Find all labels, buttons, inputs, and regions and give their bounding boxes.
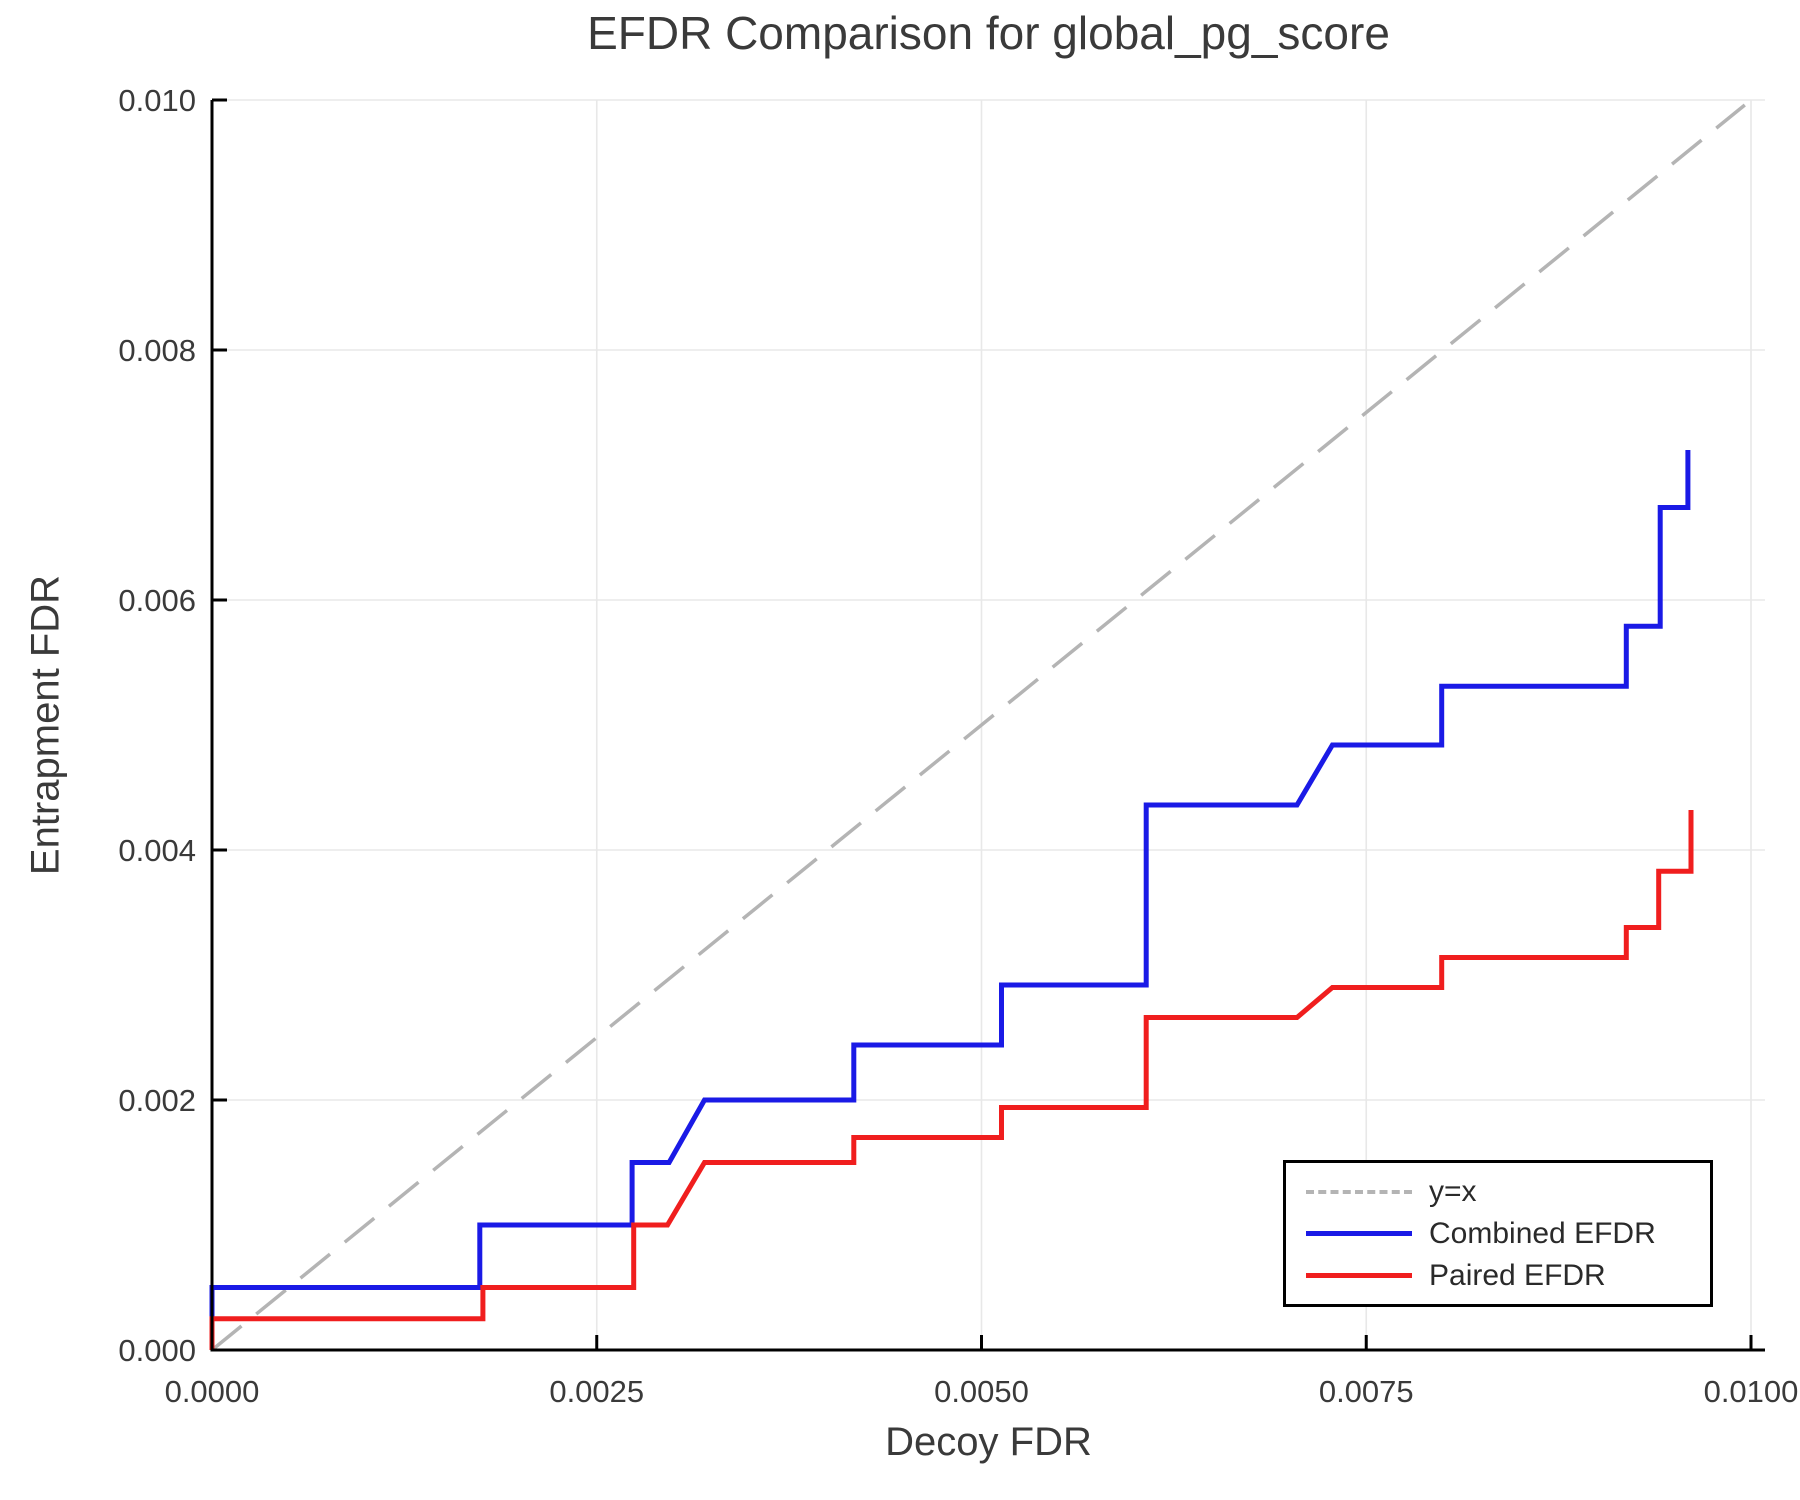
y-tick-label: 0.008 [118, 333, 196, 368]
x-tick-label: 0.0025 [549, 1374, 644, 1409]
legend-label: Paired EFDR [1429, 1258, 1606, 1292]
dashed-line-sample-icon [1306, 1189, 1412, 1194]
combined-efdr-line [209, 450, 1691, 1350]
blue-line-sample-icon [1306, 1231, 1412, 1236]
legend: y=x Combined EFDR Paired EFDR [1283, 1160, 1713, 1307]
diagonal-reference-line [210, 103, 1746, 1352]
x-axis-label: Decoy FDR [885, 1420, 1092, 1464]
legend-item-diagonal: y=x [1286, 1174, 1710, 1210]
x-tick-label: 0.0000 [165, 1374, 260, 1409]
paired-efdr-line [209, 810, 1694, 1350]
y-tick-label: 0.004 [118, 833, 196, 868]
red-line-sample-icon [1306, 1273, 1412, 1278]
y-tick-label: 0.000 [118, 1333, 196, 1368]
chart-title: EFDR Comparison for global_pg_score [587, 7, 1390, 59]
legend-label: Combined EFDR [1429, 1216, 1656, 1250]
x-tick-label: 0.0100 [1704, 1374, 1799, 1409]
x-tick-label: 0.0050 [934, 1374, 1029, 1409]
x-tick-label: 0.0075 [1319, 1374, 1414, 1409]
y-tick-label: 0.006 [118, 583, 196, 618]
y-tick-label: 0.002 [118, 1083, 196, 1118]
legend-label: y=x [1429, 1174, 1477, 1208]
legend-item-combined: Combined EFDR [1286, 1216, 1710, 1252]
y-tick-label: 0.010 [118, 83, 196, 118]
legend-item-paired: Paired EFDR [1286, 1258, 1710, 1294]
y-axis-label: Entrapment FDR [23, 574, 68, 876]
